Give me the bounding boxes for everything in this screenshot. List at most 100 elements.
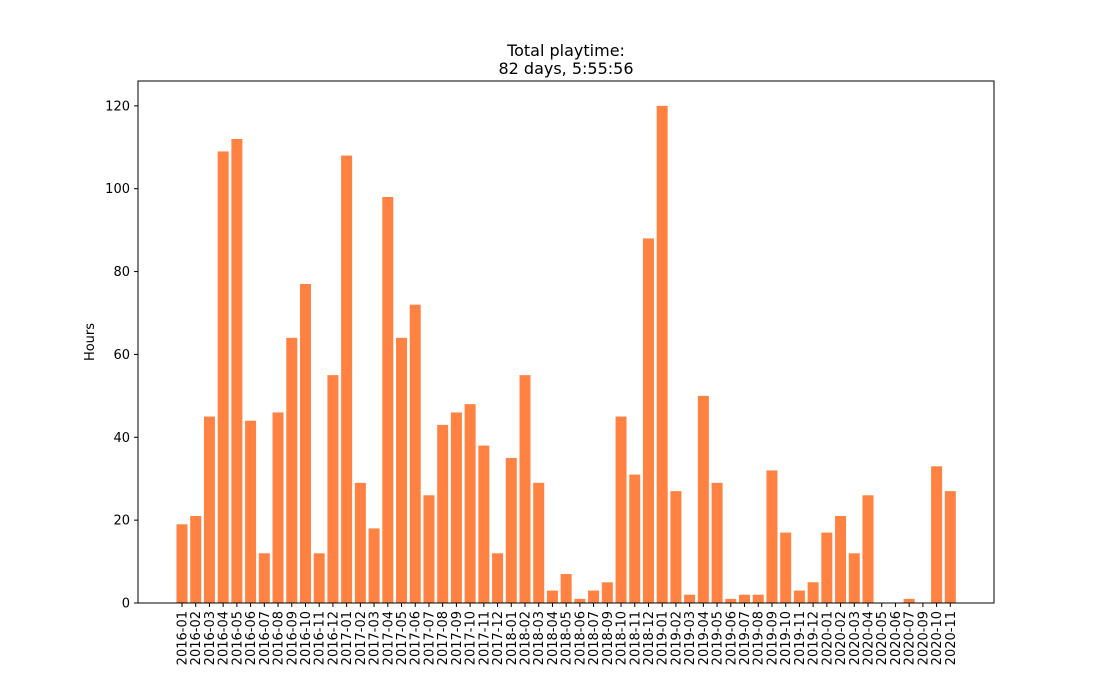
x-tick-label: 2016-06 xyxy=(244,611,259,665)
x-tick-label: 2019-09 xyxy=(765,611,780,665)
y-tick-label: 120 xyxy=(105,99,130,114)
bar xyxy=(286,337,298,603)
bar xyxy=(574,598,586,603)
x-tick-label: 2016-04 xyxy=(217,611,232,665)
x-tick-label: 2018-05 xyxy=(560,611,575,665)
x-tick-label: 2016-05 xyxy=(230,611,245,665)
x-tick-label: 2020-11 xyxy=(944,611,959,665)
plot-area-frame xyxy=(137,80,995,604)
x-tick-label: 2016-07 xyxy=(258,611,273,665)
bar xyxy=(190,516,202,603)
x-tick-label: 2020-09 xyxy=(916,611,931,665)
bar xyxy=(382,197,394,603)
bar xyxy=(245,420,257,603)
x-tick-label: 2020-02 xyxy=(834,611,849,665)
x-tick-label: 2019-08 xyxy=(752,611,767,665)
x-tick-label: 2018-07 xyxy=(587,611,602,665)
bar xyxy=(835,516,847,603)
bar xyxy=(409,304,421,603)
bar xyxy=(327,375,339,603)
x-tick-label: 2019-02 xyxy=(669,611,684,665)
bar xyxy=(505,458,517,603)
bar xyxy=(217,151,229,603)
bars-group xyxy=(176,105,956,604)
x-tick-label: 2019-10 xyxy=(779,611,794,665)
bar xyxy=(615,416,627,603)
bar xyxy=(354,482,366,603)
x-tick-label: 2018-01 xyxy=(505,611,520,665)
bar xyxy=(396,337,408,603)
bar xyxy=(519,375,531,603)
y-tick-label: 100 xyxy=(105,182,130,197)
x-tick-label: 2017-03 xyxy=(368,611,383,665)
x-tick-label: 2017-04 xyxy=(381,611,396,665)
x-tick-label: 2018-03 xyxy=(532,611,547,665)
x-tick-label: 2019-12 xyxy=(807,611,822,665)
x-tick-label: 2020-05 xyxy=(875,611,890,665)
y-tick-label: 40 xyxy=(113,431,130,446)
bar xyxy=(684,594,696,603)
y-tick-label: 0 xyxy=(122,597,130,612)
x-tick-label: 2016-03 xyxy=(203,611,218,665)
bar xyxy=(697,395,709,603)
x-tick-label: 2019-11 xyxy=(793,611,808,665)
bar xyxy=(711,482,723,603)
bar xyxy=(203,416,215,603)
x-tick-label: 2019-07 xyxy=(738,611,753,665)
y-axis-ticks: 0 20 40 60 80 100 120 xyxy=(105,99,138,612)
bar xyxy=(766,470,778,603)
bar xyxy=(670,491,682,603)
bar xyxy=(313,553,325,603)
chart-title-line-2: 82 days, 5:55:56 xyxy=(498,59,633,78)
bar xyxy=(258,553,270,603)
bar xyxy=(931,466,943,603)
x-tick-label: 2020-06 xyxy=(889,611,904,665)
x-tick-label: 2020-01 xyxy=(820,611,835,665)
x-tick-label: 2019-05 xyxy=(711,611,726,665)
x-tick-label: 2019-04 xyxy=(697,611,712,665)
x-tick-label: 2016-02 xyxy=(189,611,204,665)
x-tick-label: 2016-12 xyxy=(326,611,341,665)
x-tick-label: 2017-07 xyxy=(422,611,437,665)
bar xyxy=(725,598,737,603)
bar xyxy=(299,284,311,603)
bar xyxy=(807,582,819,603)
x-tick-label: 2020-10 xyxy=(930,611,945,665)
bar xyxy=(739,594,751,603)
x-tick-label: 2017-01 xyxy=(340,611,355,665)
bar xyxy=(450,412,462,603)
bar xyxy=(821,532,833,603)
bar xyxy=(588,590,600,603)
bar xyxy=(752,594,764,603)
x-tick-label: 2018-10 xyxy=(615,611,630,665)
bar xyxy=(437,424,449,603)
bar xyxy=(478,445,490,603)
chart-title-line-1: Total playtime: xyxy=(506,41,625,60)
x-tick-label: 2017-05 xyxy=(395,611,410,665)
bar xyxy=(272,412,284,603)
x-tick-label: 2016-11 xyxy=(313,611,328,665)
x-tick-label: 2018-09 xyxy=(601,611,616,665)
bar xyxy=(560,574,572,603)
bar xyxy=(533,482,545,603)
x-tick-label: 2017-06 xyxy=(409,611,424,665)
bar xyxy=(862,495,874,603)
x-axis-ticks: 2016-012016-022016-032016-042016-052016-… xyxy=(176,603,959,665)
x-tick-label: 2016-10 xyxy=(299,611,314,665)
y-tick-label: 60 xyxy=(113,348,130,363)
x-tick-label: 2018-02 xyxy=(519,611,534,665)
bar xyxy=(464,404,476,603)
x-tick-label: 2017-10 xyxy=(464,611,479,665)
x-tick-label: 2020-04 xyxy=(862,611,877,665)
x-tick-label: 2019-06 xyxy=(724,611,739,665)
bar xyxy=(423,495,435,603)
x-tick-label: 2018-06 xyxy=(573,611,588,665)
x-tick-label: 2019-01 xyxy=(656,611,671,665)
x-tick-label: 2017-11 xyxy=(477,611,492,665)
bar xyxy=(848,553,860,603)
x-tick-label: 2017-09 xyxy=(450,611,465,665)
bar xyxy=(341,155,353,603)
y-tick-label: 20 xyxy=(113,514,130,529)
bar xyxy=(656,105,668,604)
